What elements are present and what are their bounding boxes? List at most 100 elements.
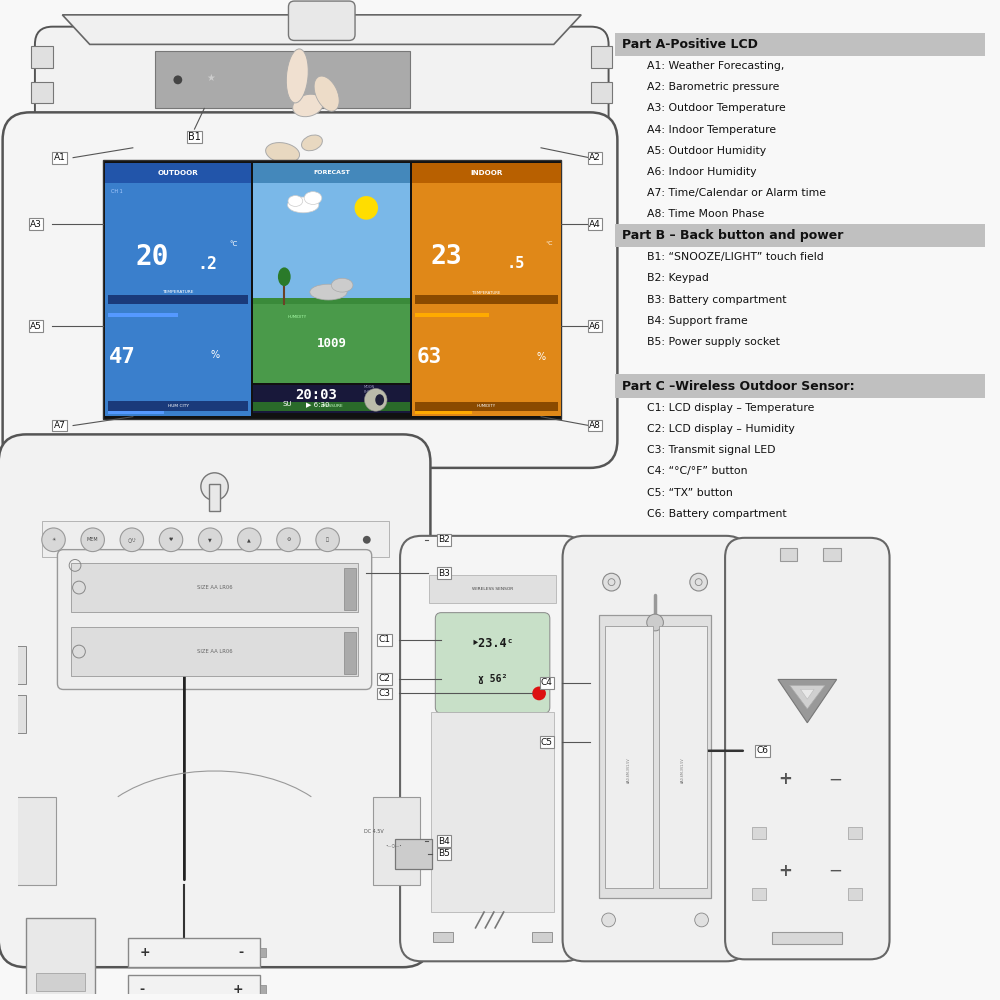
Text: INDOOR: INDOOR	[470, 170, 503, 176]
Bar	[344, 632, 356, 674]
Bar	[599, 615, 711, 898]
Bar	[105, 163, 251, 416]
Text: +: +	[778, 770, 792, 788]
Text: C3: C3	[378, 689, 390, 698]
Text: 47: 47	[109, 347, 136, 367]
Bar	[344, 568, 356, 610]
Text: SIZE AA LR06: SIZE AA LR06	[197, 649, 232, 654]
Text: TEMPERATURE: TEMPERATURE	[472, 291, 501, 295]
Text: •—○—•: •—○—•	[385, 844, 402, 848]
Text: AA0.6M-3V1.5V: AA0.6M-3V1.5V	[681, 758, 685, 783]
Bar	[848, 827, 862, 839]
Text: −: −	[828, 862, 842, 880]
Text: Part C –Wireless Outdoor Sensor:: Part C –Wireless Outdoor Sensor:	[622, 380, 855, 393]
Ellipse shape	[288, 197, 319, 213]
Ellipse shape	[304, 192, 322, 204]
Text: ★: ★	[207, 73, 216, 83]
Text: MEM: MEM	[87, 537, 98, 542]
Bar	[415, 295, 558, 304]
Text: 20:03: 20:03	[295, 388, 337, 402]
Text: ‣23.4ᶜ: ‣23.4ᶜ	[471, 637, 514, 650]
Text: C5: C5	[541, 738, 553, 747]
Text: FORECAST: FORECAST	[313, 170, 350, 175]
Bar	[42, 521, 389, 557]
Bar	[752, 888, 766, 900]
Text: A4: Indoor Temperature: A4: Indoor Temperature	[647, 125, 776, 135]
Bar	[128, 938, 260, 967]
Bar	[848, 888, 862, 900]
Text: .2: .2	[197, 255, 217, 273]
Bar	[591, 46, 612, 68]
Text: -: -	[140, 983, 145, 996]
Text: 63: 63	[416, 347, 442, 367]
Text: B2: B2	[438, 535, 450, 544]
Bar	[403, 799, 425, 836]
Text: ☀: ☀	[51, 537, 56, 542]
Circle shape	[173, 75, 182, 84]
Bar	[5, 646, 26, 684]
Text: C5: “TX” button: C5: “TX” button	[647, 488, 733, 498]
Bar	[36, 973, 85, 991]
FancyBboxPatch shape	[563, 536, 748, 961]
Bar	[155, 51, 410, 108]
Bar	[615, 224, 985, 247]
Text: C6: C6	[756, 746, 768, 755]
Bar	[253, 163, 410, 183]
Text: HUM CITY: HUM CITY	[168, 404, 189, 408]
FancyBboxPatch shape	[3, 112, 617, 468]
Text: ▶ 6:30: ▶ 6:30	[306, 401, 329, 407]
FancyBboxPatch shape	[35, 27, 609, 133]
Text: PRESSURE: PRESSURE	[320, 404, 343, 408]
Circle shape	[355, 196, 378, 220]
Bar	[403, 848, 425, 885]
Text: C3: Transmit signal LED: C3: Transmit signal LED	[647, 445, 775, 455]
Bar	[615, 374, 985, 398]
Text: TEMPERATURE: TEMPERATURE	[162, 290, 194, 294]
Text: C6: Battery compartment: C6: Battery compartment	[647, 509, 786, 519]
Bar	[403, 695, 425, 733]
Bar	[395, 839, 432, 869]
Text: B4: B4	[438, 837, 450, 846]
Text: A7: Time/Calendar or Alarm time: A7: Time/Calendar or Alarm time	[647, 188, 826, 198]
Bar	[5, 848, 26, 885]
Text: A7: A7	[53, 421, 65, 430]
Ellipse shape	[310, 284, 347, 300]
Text: Part B – Back button and power: Part B – Back button and power	[622, 229, 844, 242]
Text: DC 4.5V: DC 4.5V	[364, 829, 384, 834]
Text: A1: A1	[53, 153, 65, 162]
Ellipse shape	[314, 76, 339, 111]
Bar	[373, 797, 420, 885]
Text: °C: °C	[545, 241, 553, 246]
Text: SU: SU	[283, 401, 292, 407]
Bar	[532, 932, 552, 942]
Bar	[108, 295, 248, 304]
Text: Part A-Positive LCD: Part A-Positive LCD	[622, 38, 758, 51]
Circle shape	[81, 528, 104, 552]
Bar	[412, 163, 561, 416]
Bar	[415, 313, 489, 317]
Bar	[108, 313, 178, 317]
Bar	[253, 385, 410, 413]
Text: ⚙: ⚙	[286, 537, 291, 542]
Circle shape	[363, 536, 371, 544]
FancyBboxPatch shape	[0, 434, 430, 967]
Polygon shape	[800, 689, 814, 699]
Polygon shape	[778, 679, 837, 723]
Bar	[260, 985, 266, 995]
Circle shape	[277, 528, 300, 552]
FancyBboxPatch shape	[288, 1, 355, 40]
Bar	[431, 712, 554, 912]
Text: B3: B3	[438, 569, 450, 578]
Text: OUTDOOR: OUTDOOR	[158, 170, 198, 176]
Bar	[253, 163, 410, 298]
Bar	[659, 626, 707, 888]
Text: .5: .5	[507, 256, 525, 271]
Text: %: %	[537, 352, 546, 362]
Circle shape	[695, 913, 708, 927]
Circle shape	[316, 528, 339, 552]
FancyBboxPatch shape	[57, 550, 372, 689]
Text: A8: A8	[589, 421, 601, 430]
FancyBboxPatch shape	[725, 538, 890, 959]
Text: ○/♪: ○/♪	[127, 537, 136, 542]
Text: C1: C1	[378, 635, 390, 644]
